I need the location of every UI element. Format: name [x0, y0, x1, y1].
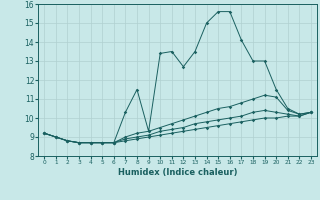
X-axis label: Humidex (Indice chaleur): Humidex (Indice chaleur)	[118, 168, 237, 177]
